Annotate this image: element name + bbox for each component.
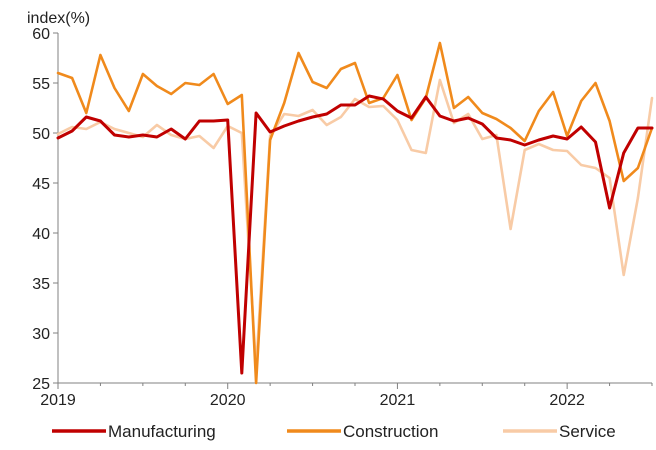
y-unit-label: index(%)	[27, 10, 90, 27]
y-tick-label: 40	[32, 226, 50, 243]
y-tick-label: 50	[32, 126, 50, 143]
axes	[57, 33, 652, 384]
y-tick-label: 25	[32, 376, 50, 393]
x-tick-label: 2022	[549, 392, 585, 409]
series-line-service	[56, 78, 654, 370]
series-line-manufacturing	[56, 94, 654, 375]
legend-label: Service	[559, 422, 616, 441]
legend-label: Manufacturing	[108, 422, 216, 441]
y-tick-label: 30	[32, 326, 50, 343]
y-tick-label: 45	[32, 176, 50, 193]
series-line-construction	[56, 41, 654, 385]
y-axis-ticks: 25 30 35 40 45 50 55 60	[32, 26, 58, 393]
y-tick-label: 35	[32, 276, 50, 293]
legend-label: Construction	[343, 422, 438, 441]
x-tick-label: 2020	[210, 392, 246, 409]
x-tick-label: 2019	[40, 392, 76, 409]
series-lines	[56, 41, 654, 385]
y-tick-label: 60	[32, 26, 50, 43]
legend: Manufacturing Construction Service	[52, 422, 616, 441]
x-axis-ticks: 2019 2020 2021 2022	[40, 383, 653, 409]
y-tick-label: 55	[32, 76, 50, 93]
x-tick-label: 2021	[380, 392, 416, 409]
